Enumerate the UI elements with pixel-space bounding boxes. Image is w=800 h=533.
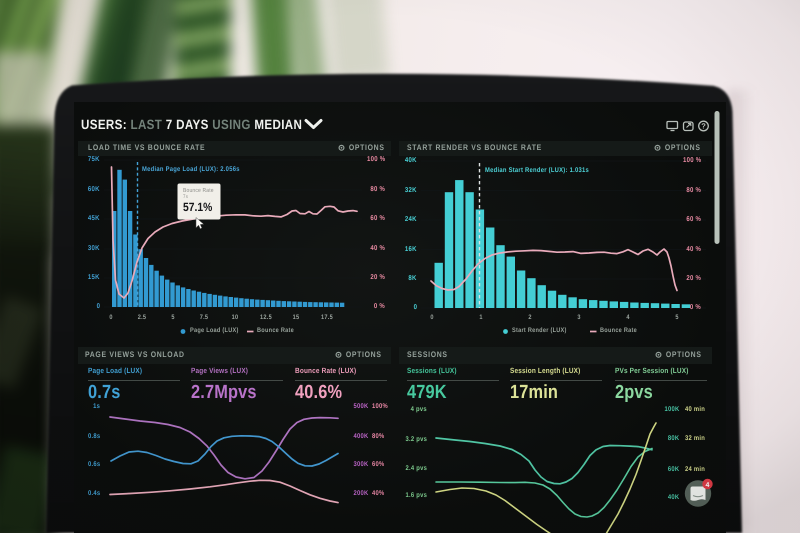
svg-text:4: 4: [706, 482, 710, 489]
svg-text:?: ?: [701, 122, 706, 131]
